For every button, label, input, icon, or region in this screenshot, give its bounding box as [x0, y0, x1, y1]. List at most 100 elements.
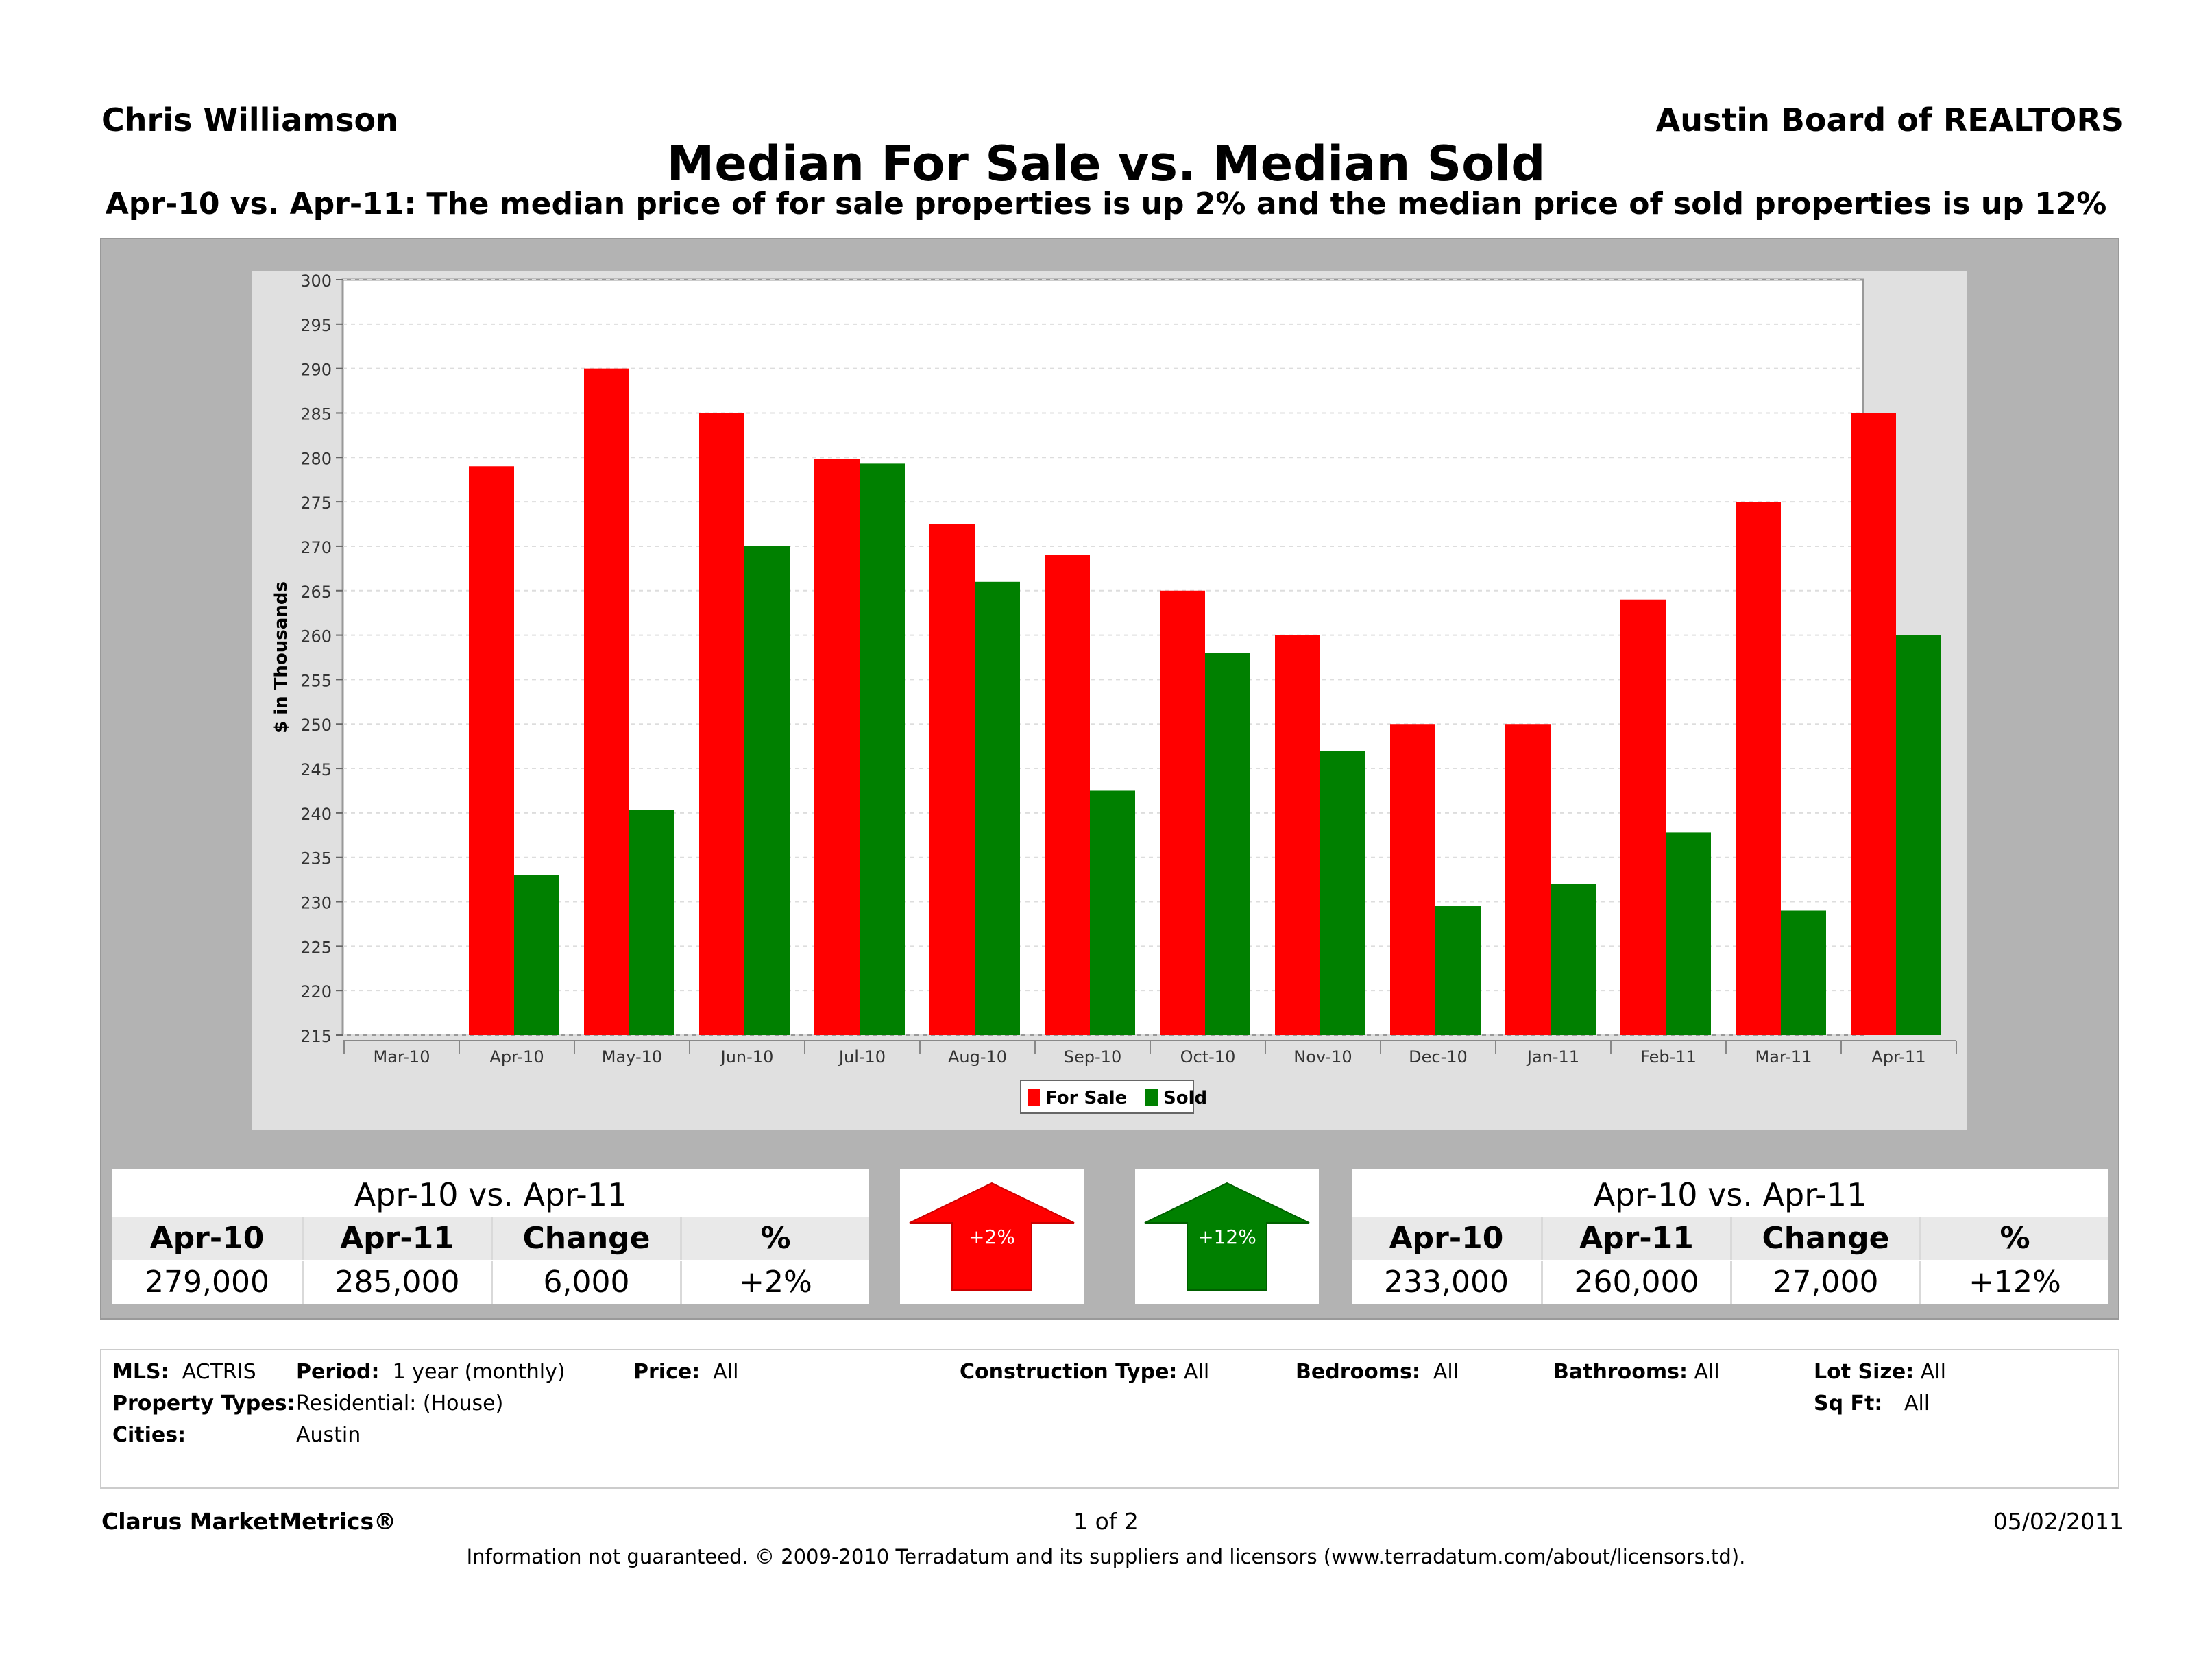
x-tick-label: Apr-10: [489, 1047, 544, 1067]
x-tick-label: Aug-10: [948, 1047, 1007, 1067]
x-tick-label: Jul-10: [838, 1047, 886, 1067]
stats-value-cell: 27,000: [1730, 1261, 1919, 1304]
page-title: Median For Sale vs. Median Sold: [666, 136, 1546, 192]
stats-title: Apr-10 vs. Apr-11: [354, 1176, 628, 1213]
legend-swatch: [1028, 1089, 1040, 1106]
x-tick-label: Sep-10: [1064, 1047, 1121, 1067]
property-types-value: Residential: (House): [296, 1391, 504, 1415]
stats-header-cell: Apr-10: [1389, 1221, 1504, 1256]
y-tick-label: 245: [300, 760, 332, 779]
bedrooms-field: Bedrooms: All: [1296, 1360, 1459, 1384]
disclaimer: Information not guaranteed. © 2009-2010 …: [466, 1545, 1746, 1568]
bar: [744, 546, 790, 1035]
bar: [1390, 724, 1435, 1035]
bar: [1736, 502, 1781, 1035]
y-tick-label: 295: [300, 316, 332, 335]
sqft-value: All: [1904, 1391, 1930, 1415]
y-tick-label: 280: [300, 449, 332, 468]
bar: [1896, 635, 1941, 1035]
stats-value-cell: +12%: [1919, 1261, 2108, 1304]
arrow-up-icon: [909, 1182, 1075, 1291]
y-tick-label: 275: [300, 494, 332, 513]
y-tick-label: 290: [300, 361, 332, 380]
y-tick-label: 250: [300, 716, 332, 735]
footer-brand: Clarus MarketMetrics®: [101, 1508, 397, 1535]
stats-value-row: 279,000 285,000 6,000 +2%: [112, 1261, 869, 1304]
bar: [860, 463, 905, 1035]
agent-name: Chris Williamson: [101, 101, 398, 138]
bar: [1090, 790, 1135, 1035]
stats-value-cell: 233,000: [1384, 1265, 1509, 1300]
bar: [1275, 635, 1320, 1035]
y-tick-label: 300: [300, 271, 332, 291]
stats-header-cell: Apr-10: [149, 1221, 265, 1256]
for-sale-change-arrow: +2%: [900, 1169, 1084, 1304]
construction-field: Construction Type: All: [960, 1360, 1210, 1384]
stats-value-cell: 285,000: [302, 1261, 491, 1304]
stats-header-cell: Apr-11: [1541, 1217, 1730, 1260]
report-date: 05/02/2011: [1993, 1508, 2124, 1535]
y-tick-label: 240: [300, 805, 332, 824]
sqft-label: Sq Ft:: [1814, 1391, 1883, 1415]
cities-value: Austin: [296, 1423, 361, 1447]
bar: [975, 581, 1020, 1035]
bar: [1620, 599, 1666, 1035]
bar: [1505, 724, 1551, 1035]
bar: [1551, 884, 1596, 1035]
legend-swatch: [1145, 1089, 1158, 1106]
bar: [1205, 653, 1250, 1035]
y-axis-label: $ in Thousands: [271, 581, 291, 733]
stats-header-cell: %: [1919, 1217, 2108, 1260]
y-tick-label: 235: [300, 849, 332, 868]
arrow-label: +2%: [969, 1226, 1015, 1248]
x-tick-label: Jan-11: [1526, 1047, 1579, 1067]
price-field: Price: All: [633, 1360, 739, 1384]
y-tick-label: 265: [300, 583, 332, 602]
stats-value-cell: 6,000: [491, 1261, 680, 1304]
for-sale-stats-table: Apr-10 vs. Apr-11 Apr-10 Apr-11 Change %…: [112, 1169, 869, 1304]
legend-label: Sold: [1163, 1088, 1207, 1108]
stats-header-cell: Change: [491, 1217, 680, 1260]
property-types-label: Property Types:: [112, 1391, 295, 1415]
y-tick-label: 215: [300, 1027, 332, 1046]
x-tick-label: Dec-10: [1409, 1047, 1468, 1067]
period-field: Period: 1 year (monthly): [296, 1360, 566, 1384]
bar: [1045, 555, 1090, 1035]
bar: [1435, 906, 1481, 1035]
bar: [469, 466, 514, 1035]
stats-header-row: Apr-10 Apr-11 Change %: [1352, 1217, 2108, 1260]
x-tick-label: Mar-11: [1755, 1047, 1812, 1067]
mls-field: MLS: ACTRIS: [112, 1360, 256, 1384]
stats-title: Apr-10 vs. Apr-11: [1593, 1176, 1867, 1213]
arrow-up-icon: [1144, 1182, 1310, 1291]
bar: [1666, 832, 1711, 1035]
y-tick-label: 270: [300, 538, 332, 557]
bar: [514, 875, 559, 1035]
x-tick-label: Apr-11: [1871, 1047, 1925, 1067]
stats-header-cell: %: [680, 1217, 869, 1260]
legend-label: For Sale: [1045, 1088, 1127, 1108]
bar: [699, 413, 744, 1035]
bar: [629, 810, 674, 1035]
bar-chart: 215 220 225 230 235 240 245 250 255 260 265 270 275 2…: [271, 271, 1957, 1114]
sold-change-arrow: +12%: [1135, 1169, 1319, 1304]
lotsize-field: Lot Size: All: [1814, 1360, 1946, 1384]
stats-value-cell: 260,000: [1541, 1261, 1730, 1304]
x-tick-label: Oct-10: [1180, 1047, 1236, 1067]
bar: [584, 368, 629, 1035]
y-tick-label: 260: [300, 627, 332, 646]
arrow-label: +12%: [1198, 1226, 1256, 1248]
board-name: Austin Board of REALTORS: [1655, 101, 2124, 138]
x-tick-label: Jun-10: [720, 1047, 774, 1067]
x-tick-label: Feb-11: [1640, 1047, 1697, 1067]
y-tick-label: 255: [300, 671, 332, 690]
y-tick-label: 220: [300, 982, 332, 1001]
bar: [1320, 751, 1365, 1035]
stats-header-row: Apr-10 Apr-11 Change %: [112, 1217, 869, 1260]
x-tick-label: Nov-10: [1293, 1047, 1352, 1067]
stats-header-cell: Apr-11: [302, 1217, 491, 1260]
stats-value-cell: +2%: [680, 1261, 869, 1304]
page-number: 1 of 2: [1073, 1508, 1139, 1535]
cities-label: Cities:: [112, 1423, 186, 1447]
chart-area: 215 220 225 230 235 240 245 250 255 260 265 270 275 2…: [252, 271, 1967, 1130]
